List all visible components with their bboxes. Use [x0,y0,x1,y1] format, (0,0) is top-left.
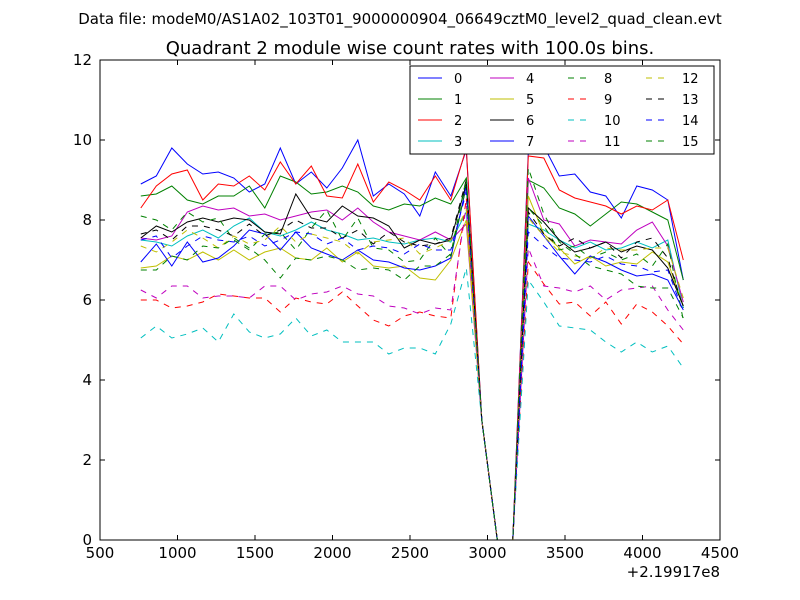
x-tick-label: 3500 [546,544,584,562]
legend-label-6: 6 [526,114,534,129]
y-tick-label: 10 [73,131,92,149]
y-tick-label: 0 [82,531,92,549]
x-tick-label: 4000 [623,544,661,562]
series-line-2 [140,147,684,541]
x-tick-labels: 500 1000 1500 2000 2500 3000 3500 4000 4500 [86,544,739,562]
legend-label-1: 1 [454,93,462,108]
series-line-11 [140,205,684,541]
series-line-4 [140,177,684,541]
suptitle: Data file: modeM0/AS1A02_103T01_90000009… [78,10,722,29]
series-line-14 [140,191,684,541]
legend-label-2: 2 [454,114,462,129]
y-tick-label: 2 [82,451,92,469]
series-line-1 [140,175,684,541]
legend-label-5: 5 [526,93,534,108]
plot-series-group [140,138,684,541]
x-tick-label: 500 [86,544,115,562]
x-offset-label: +2.19917e8 [627,563,720,581]
y-tick-label: 6 [82,291,92,309]
x-tick-label: 3000 [468,544,506,562]
y-tick-label: 4 [82,371,92,389]
legend-label-12: 12 [682,72,699,87]
x-tick-label: 2500 [391,544,429,562]
series-line-12 [140,208,684,541]
chart-title: Quadrant 2 module wise count rates with … [166,38,655,59]
y-tick-label: 12 [73,51,92,69]
legend-label-4: 4 [526,72,534,87]
series-line-8 [140,185,684,541]
legend-label-13: 13 [682,93,699,108]
legend-label-15: 15 [682,135,699,150]
legend-label-10: 10 [604,114,621,129]
legend-label-14: 14 [682,114,699,129]
series-line-5 [140,195,684,541]
legend-box [409,65,715,155]
legend-label-9: 9 [604,93,612,108]
x-tick-label: 1500 [236,544,274,562]
legend-label-3: 3 [454,135,462,150]
axis-ticks [99,59,721,541]
series-line-3 [140,210,684,541]
legend-label-8: 8 [604,72,612,87]
legend-label-0: 0 [454,72,462,87]
x-tick-label: 1000 [158,544,196,562]
legend-label-11: 11 [604,135,621,150]
series-line-10 [140,267,684,541]
y-tick-labels: 0 2 4 6 8 10 12 [73,51,92,549]
y-tick-label: 8 [82,211,92,229]
legend-label-7: 7 [526,135,534,150]
x-tick-label: 2000 [313,544,351,562]
x-tick-label: 4500 [701,544,739,562]
series-line-13 [140,179,684,541]
